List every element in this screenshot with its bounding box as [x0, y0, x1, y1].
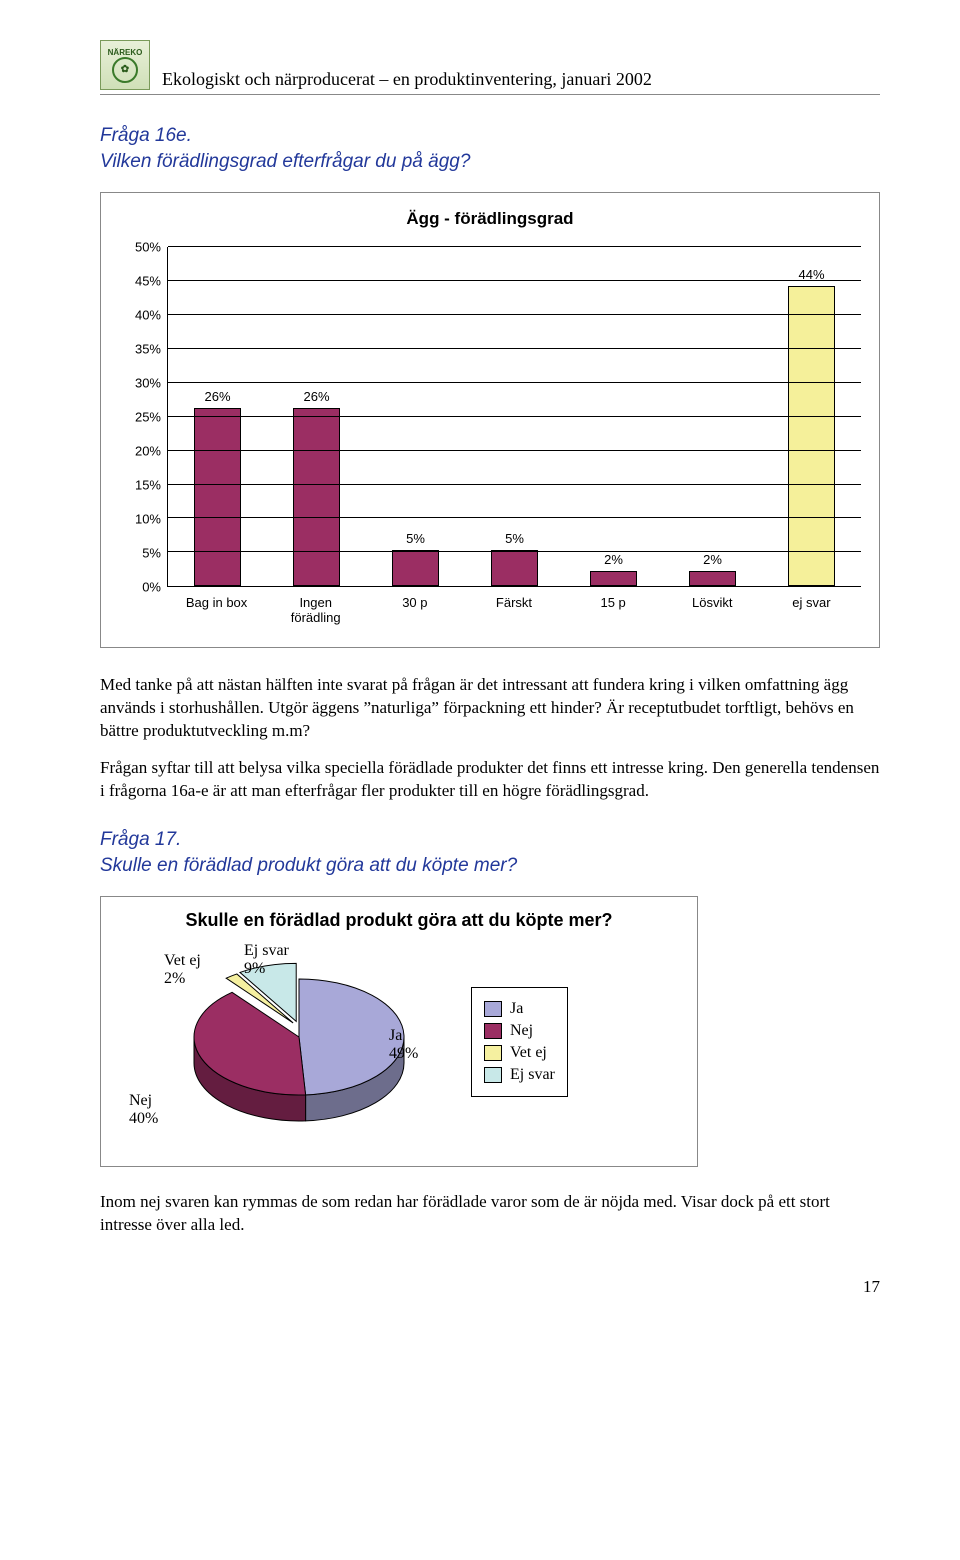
pie-slice-label: Nej40%	[129, 1092, 158, 1129]
x-label: 30 p	[377, 595, 453, 625]
grid-line	[168, 551, 861, 552]
bar-chart-title: Ägg - förädlingsgrad	[119, 209, 861, 229]
y-tick: 15%	[119, 478, 161, 493]
bar-value-label: 2%	[604, 552, 623, 567]
bar	[392, 550, 440, 586]
bar-column: 2%	[575, 247, 651, 586]
bar	[590, 571, 638, 587]
running-title: Ekologiskt och närproducerat – en produk…	[162, 69, 652, 90]
bar-chart-bars: 26% 26% 5% 5% 2% 2% 44%	[168, 247, 861, 586]
bar-column: 5%	[377, 247, 453, 586]
logo-icon: ✿	[112, 57, 138, 83]
pie-chart-title: Skulle en förädlad produkt göra att du k…	[119, 909, 679, 932]
page-number: 17	[100, 1277, 880, 1297]
bar-column: 26%	[179, 247, 255, 586]
bar	[293, 408, 341, 586]
legend-item: Ja	[484, 1000, 555, 1018]
y-tick: 45%	[119, 274, 161, 289]
pie-chart-legend: Ja Nej Vet ej Ej svar	[471, 987, 568, 1097]
pie-slice-label: Ej svar9%	[244, 942, 289, 979]
pie-slice-label: Vet ej2%	[164, 952, 201, 989]
bar-chart-container: Ägg - förädlingsgrad 0% 5% 10% 15% 20% 25% 30%…	[100, 192, 880, 648]
x-label: Lösvikt	[674, 595, 750, 625]
x-label: Färskt	[476, 595, 552, 625]
bar	[689, 571, 737, 587]
bar-value-label: 5%	[406, 531, 425, 546]
legend-item: Ej svar	[484, 1066, 555, 1084]
bar-chart-y-axis: 0%5%10%15%20%25%30%35%40%45%50%	[119, 247, 167, 587]
legend-swatch	[484, 1045, 502, 1061]
bar-column: 44%	[773, 247, 849, 586]
q16e-line2: Vilken förädlingsgrad efterfrågar du på …	[100, 149, 880, 175]
paragraph-1: Med tanke på att nästan hälften inte sva…	[100, 674, 880, 743]
grid-line	[168, 517, 861, 518]
bar-column: 2%	[674, 247, 750, 586]
legend-label: Nej	[510, 1022, 533, 1040]
x-label: Ingen förädling	[278, 595, 354, 625]
pie-chart: Ja49% Nej40% Vet ej2% Ej svar9%	[119, 942, 459, 1142]
x-label: ej svar	[773, 595, 849, 625]
y-tick: 25%	[119, 410, 161, 425]
legend-item: Nej	[484, 1022, 555, 1040]
bar-value-label: 26%	[204, 389, 230, 404]
bar	[491, 550, 539, 586]
legend-swatch	[484, 1001, 502, 1017]
bar-value-label: 2%	[703, 552, 722, 567]
bar-column: 5%	[476, 247, 552, 586]
bar-chart-x-labels: Bag in box Ingen förädling 30 p Färskt 15 p L…	[167, 595, 861, 625]
legend-label: Ej svar	[510, 1066, 555, 1084]
y-tick: 0%	[119, 580, 161, 595]
logo: NÄREKO ✿	[100, 40, 150, 90]
legend-swatch	[484, 1023, 502, 1039]
grid-line	[168, 450, 861, 451]
bar-chart-plot: 26% 26% 5% 5% 2% 2% 44%	[167, 247, 861, 587]
legend-item: Vet ej	[484, 1044, 555, 1062]
grid-line	[168, 314, 861, 315]
pie-slice-label: Ja49%	[389, 1027, 418, 1064]
q17-line1: Fråga 17.	[100, 827, 880, 853]
y-tick: 35%	[119, 342, 161, 357]
legend-label: Ja	[510, 1000, 523, 1018]
grid-line	[168, 348, 861, 349]
y-tick: 30%	[119, 376, 161, 391]
x-label: 15 p	[575, 595, 651, 625]
legend-swatch	[484, 1067, 502, 1083]
y-tick: 40%	[119, 308, 161, 323]
y-tick: 20%	[119, 444, 161, 459]
grid-line	[168, 484, 861, 485]
bar-chart: 0%5%10%15%20%25%30%35%40%45%50% 26%26%5%…	[119, 247, 861, 587]
question-16e-heading: Fråga 16e. Vilken förädlingsgrad efterfr…	[100, 123, 880, 174]
y-tick: 50%	[119, 240, 161, 255]
question-17-heading: Fråga 17. Skulle en förädlad produkt gör…	[100, 827, 880, 878]
logo-text: NÄREKO	[108, 48, 143, 57]
paragraph-2: Frågan syftar till att belysa vilka spec…	[100, 757, 880, 803]
bar-value-label: 5%	[505, 531, 524, 546]
q16e-line1: Fråga 16e.	[100, 123, 880, 149]
bar	[194, 408, 242, 586]
q17-line2: Skulle en förädlad produkt göra att du k…	[100, 853, 880, 879]
grid-line	[168, 416, 861, 417]
page-header: NÄREKO ✿ Ekologiskt och närproducerat – …	[100, 40, 880, 95]
y-tick: 10%	[119, 512, 161, 527]
legend-label: Vet ej	[510, 1044, 547, 1062]
y-tick: 5%	[119, 546, 161, 561]
grid-line	[168, 382, 861, 383]
x-label: Bag in box	[178, 595, 254, 625]
bar-column: 26%	[278, 247, 354, 586]
bar-value-label: 26%	[303, 389, 329, 404]
grid-line	[168, 280, 861, 281]
bar	[788, 286, 836, 586]
paragraph-3: Inom nej svaren kan rymmas de som redan …	[100, 1191, 880, 1237]
pie-chart-container: Skulle en förädlad produkt göra att du k…	[100, 896, 698, 1167]
grid-line	[168, 246, 861, 247]
